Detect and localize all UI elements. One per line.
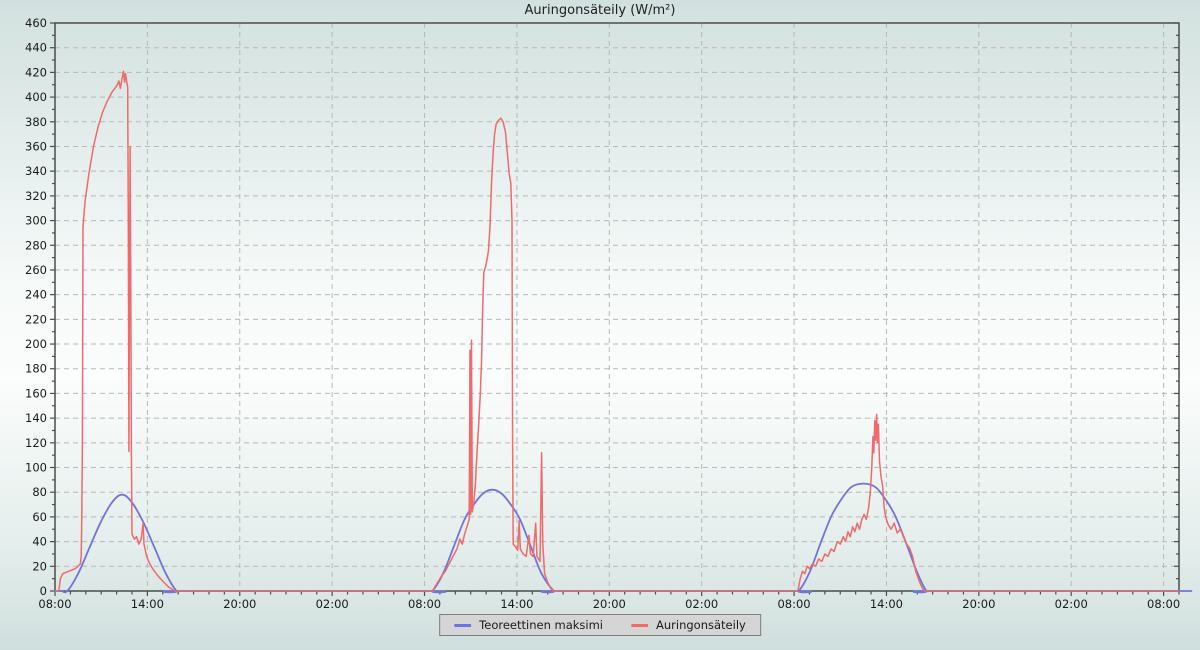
y-tick-label: 280 (25, 238, 47, 252)
x-tick-label: 14:00 (131, 597, 164, 611)
y-tick-label: 40 (32, 535, 47, 549)
y-tick-label: 120 (25, 436, 47, 450)
y-tick-label: 60 (32, 510, 47, 524)
y-tick-label: 240 (25, 288, 47, 302)
legend-item-teoreettinen-maksimi: Teoreettinen maksimi (454, 618, 603, 632)
y-tick-label: 80 (32, 485, 47, 499)
x-tick-label: 02:00 (1055, 597, 1088, 611)
y-tick-label: 160 (25, 386, 47, 400)
plot-border (54, 22, 1180, 592)
x-tick-label: 20:00 (223, 597, 256, 611)
legend-line-icon-blue (454, 623, 472, 627)
x-tick-label: 02:00 (316, 597, 349, 611)
y-tick-label: 260 (25, 263, 47, 277)
y-tick-label: 0 (40, 584, 47, 598)
chart-legend: Teoreettinen maksimi Auringonsäteily (439, 614, 761, 636)
x-tick-label: 14:00 (870, 597, 903, 611)
y-tick-label: 460 (25, 16, 47, 30)
y-tick-label: 340 (25, 164, 47, 178)
y-tick-label: 400 (25, 90, 47, 104)
x-tick-label: 08:00 (1147, 597, 1180, 611)
legend-line-icon-red (631, 623, 649, 627)
legend-label-teoreettinen-maksimi: Teoreettinen maksimi (479, 618, 604, 632)
legend-item-auringonsateily: Auringonsäteily (631, 618, 746, 632)
legend-label-auringonsateily: Auringonsäteily (656, 618, 746, 632)
series-line-teoreettinen-maksimi (54, 482, 1193, 594)
y-tick-label: 20 (32, 559, 47, 573)
y-tick-label: 320 (25, 189, 47, 203)
x-tick-label: 08:00 (38, 597, 71, 611)
y-tick-label: 420 (25, 65, 47, 79)
y-tick-label: 440 (25, 41, 47, 55)
y-tick-label: 200 (25, 337, 47, 351)
x-tick-label: 08:00 (408, 597, 441, 611)
y-tick-label: 220 (25, 312, 47, 326)
x-tick-label: 20:00 (593, 597, 626, 611)
y-tick-label: 360 (25, 139, 47, 153)
y-tick-label: 180 (25, 362, 47, 376)
x-tick-label: 02:00 (685, 597, 718, 611)
series-line-auringons-teily (55, 70, 1179, 592)
y-tick-label: 100 (25, 461, 47, 475)
x-tick-label: 20:00 (962, 597, 995, 611)
x-tick-label: 14:00 (500, 597, 533, 611)
chart-title: Auringonsäteily (W/m²) (524, 3, 676, 18)
y-tick-label: 140 (25, 411, 47, 425)
y-tick-label: 380 (25, 115, 47, 129)
x-tick-label: 08:00 (777, 597, 810, 611)
y-tick-label: 300 (25, 214, 47, 228)
